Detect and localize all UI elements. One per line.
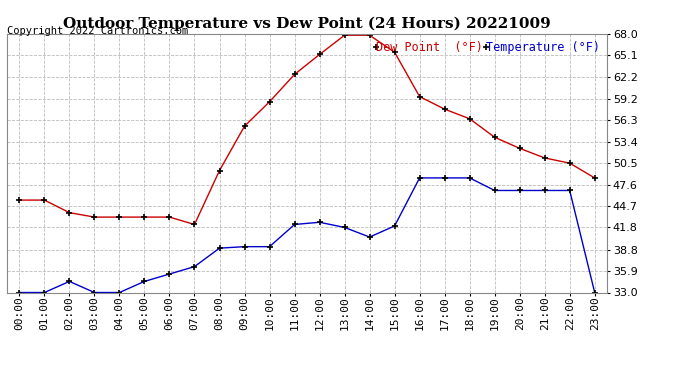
Temperature (°F) [290, 222, 299, 227]
Dew Point  (°F) [391, 50, 399, 54]
Dew Point  (°F) [166, 215, 174, 219]
Dew Point  (°F) [115, 215, 124, 219]
Dew Point  (°F) [540, 156, 549, 160]
Temperature (°F) [515, 188, 524, 193]
Dew Point  (°F) [266, 99, 274, 104]
Temperature (°F) [240, 244, 248, 249]
Line: Dew Point  (°F): Dew Point (°F) [16, 32, 598, 228]
Dew Point  (°F) [15, 198, 23, 202]
Temperature (°F) [40, 290, 48, 295]
Temperature (°F) [15, 290, 23, 295]
Dew Point  (°F) [340, 33, 348, 38]
Temperature (°F) [491, 188, 499, 193]
Temperature (°F) [466, 176, 474, 180]
Dew Point  (°F) [66, 210, 74, 215]
Temperature (°F) [66, 279, 74, 284]
Dew Point  (°F) [140, 215, 148, 219]
Temperature (°F) [415, 176, 424, 180]
Dew Point  (°F) [466, 117, 474, 121]
Temperature (°F) [340, 225, 348, 230]
Dew Point  (°F) [290, 72, 299, 76]
Title: Outdoor Temperature vs Dew Point (24 Hours) 20221009: Outdoor Temperature vs Dew Point (24 Hou… [63, 17, 551, 31]
Temperature (°F) [90, 290, 99, 295]
Dew Point  (°F) [215, 168, 224, 173]
Temperature (°F) [266, 244, 274, 249]
Text: Copyright 2022 Cartronics.com: Copyright 2022 Cartronics.com [7, 26, 188, 36]
Temperature (°F) [166, 272, 174, 276]
Dew Point  (°F) [240, 124, 248, 128]
Dew Point  (°F) [491, 135, 499, 140]
Dew Point  (°F) [440, 107, 449, 111]
Dew Point  (°F) [315, 52, 324, 57]
Line: Temperature (°F): Temperature (°F) [16, 174, 598, 296]
Temperature (°F) [190, 264, 199, 269]
Temperature (°F) [115, 290, 124, 295]
Temperature (°F) [591, 290, 599, 295]
Temperature (°F) [566, 188, 574, 193]
Dew Point  (°F) [190, 222, 199, 227]
Legend: Dew Point  (°F), Temperature (°F): Dew Point (°F), Temperature (°F) [375, 40, 601, 55]
Temperature (°F) [440, 176, 449, 180]
Dew Point  (°F) [366, 33, 374, 38]
Dew Point  (°F) [40, 198, 48, 202]
Temperature (°F) [140, 279, 148, 284]
Dew Point  (°F) [566, 161, 574, 165]
Temperature (°F) [215, 246, 224, 250]
Dew Point  (°F) [591, 176, 599, 180]
Temperature (°F) [540, 188, 549, 193]
Temperature (°F) [315, 220, 324, 225]
Dew Point  (°F) [90, 215, 99, 219]
Temperature (°F) [366, 235, 374, 239]
Dew Point  (°F) [415, 94, 424, 99]
Dew Point  (°F) [515, 146, 524, 151]
Temperature (°F) [391, 224, 399, 228]
